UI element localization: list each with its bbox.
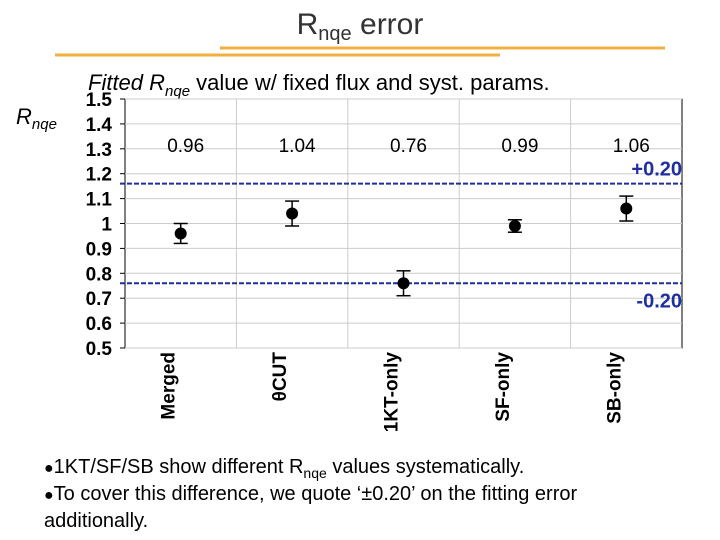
x-tick-label: SB-only xyxy=(604,352,625,424)
data-point xyxy=(397,277,410,290)
y-tick-label: 0.9 xyxy=(86,239,112,260)
bullet: ●1KT/SF/SB show different Rnqe values sy… xyxy=(44,456,524,481)
y-tick-label: 1 xyxy=(101,215,112,236)
y-tick-label: 1.4 xyxy=(86,115,113,136)
y-tick-label: 0.8 xyxy=(86,264,112,285)
chart-title-subscript: nqe xyxy=(165,83,190,100)
bullet-subscript: nqe xyxy=(303,465,327,481)
slide-title: Rnqe error xyxy=(297,8,424,45)
bullet-text: values systematically. xyxy=(327,456,524,478)
y-axis-label: Rnqe xyxy=(16,104,57,133)
x-tick-label: 1KT-only xyxy=(382,352,403,433)
reference-label: +0.20 xyxy=(631,159,682,181)
x-tick-label: Merged xyxy=(159,352,180,420)
bullet-text: 1KT/SF/SB show different R xyxy=(54,456,304,478)
title-text: error xyxy=(352,8,424,41)
x-tick-label: θCUT xyxy=(270,352,291,402)
bullet: additionally. xyxy=(44,510,148,532)
y-tick-label: 0.6 xyxy=(86,314,112,335)
bullet-dot: ● xyxy=(44,460,54,477)
bullet-dot: ● xyxy=(44,487,54,504)
value-label: 0.99 xyxy=(501,136,538,157)
data-point xyxy=(174,227,187,240)
data-point xyxy=(620,202,633,215)
value-label: 0.96 xyxy=(167,136,204,157)
chart-title-text: Fitted R xyxy=(88,70,165,95)
title-text: R xyxy=(297,8,319,41)
y-tick-label: 1.2 xyxy=(86,165,112,186)
chart-title: Fitted Rnqe value w/ fixed flux and syst… xyxy=(88,70,550,100)
bullet: ●To cover this difference, we quote ‘±0.… xyxy=(44,483,577,505)
title-subscript: nqe xyxy=(318,23,351,45)
x-tick-label: SF-only xyxy=(493,352,514,422)
y-tick-label: 1.5 xyxy=(86,90,113,111)
y-label-text: R xyxy=(16,104,32,129)
y-label-subscript: nqe xyxy=(32,116,57,133)
reference-label: -0.20 xyxy=(636,290,682,312)
y-tick-label: 0.7 xyxy=(86,289,112,310)
data-point xyxy=(508,219,521,232)
y-tick-label: 1.3 xyxy=(86,140,112,161)
data-point xyxy=(286,207,299,220)
chart-title-text: value w/ fixed flux and syst. params. xyxy=(190,70,550,95)
value-label: 0.76 xyxy=(390,136,427,157)
y-tick-label: 1.1 xyxy=(86,190,113,211)
value-label: 1.06 xyxy=(613,136,650,157)
bullet-text: To cover this difference, we quote ‘±0.2… xyxy=(54,483,578,505)
value-label: 1.04 xyxy=(279,136,316,157)
y-tick-label: 0.5 xyxy=(86,339,113,360)
